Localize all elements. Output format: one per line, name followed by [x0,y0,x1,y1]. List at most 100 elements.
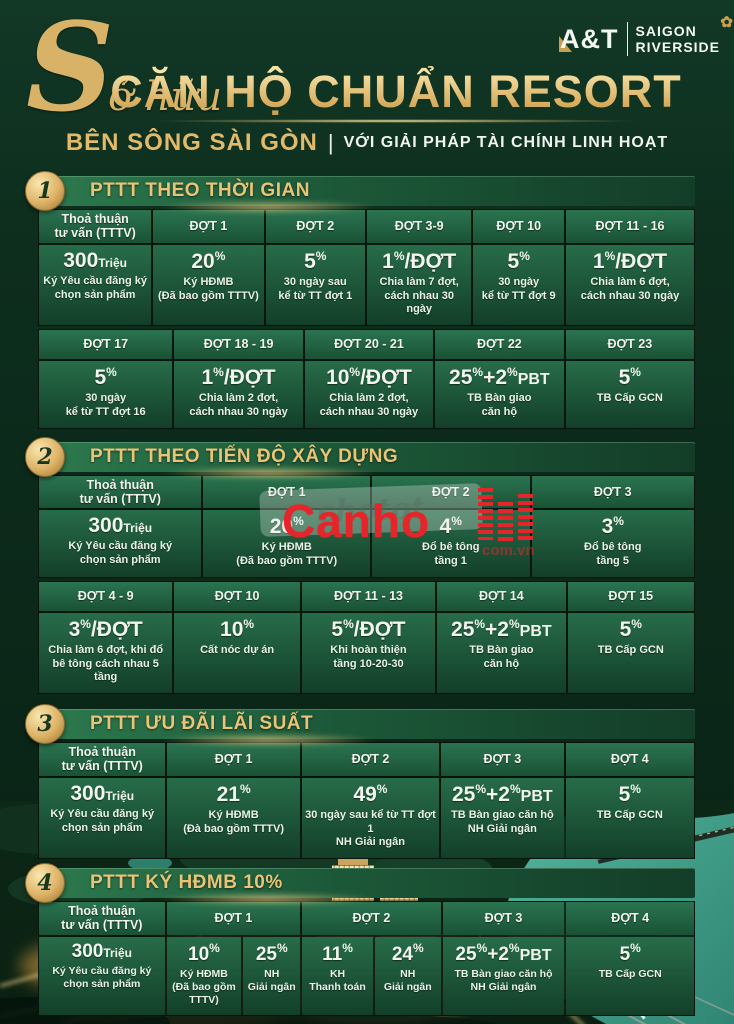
column-header: ĐỢT 1 [166,902,301,935]
payment-cell: 5% TB Cấp GCN [565,361,694,428]
payment-cell: 5% TB Cấp GCN [565,777,694,858]
payment-description: Khi hoàn thiện tầng 10-20-30 [330,643,407,670]
payment-description: TB Bàn giao căn hộ NH Giải ngân [450,808,554,835]
logo-divider [626,22,628,56]
payment-cell: 1%/ĐỢT Chia làm 2 đợt, cách nhau 30 ngày [174,361,303,428]
payment-cell: 3% Đổ bê tông tầng 5 [531,510,694,577]
payment-cell: 25%+2%PBT TB Bàn giao căn hộ [437,612,566,693]
payment-cell: 20% Ký HĐMB (Đã bao gồm TTTV) [153,244,264,325]
column-header: ĐỢT 3 [531,475,694,509]
section-pttt-theo-thoi-gian: 1 PTTT THEO THỜI GIAN Thoả thuận tư vấn … [25,171,695,429]
payment-table: ĐỢT 4 - 9 ĐỢT 10 ĐỢT 11 - 13 ĐỢT 14 ĐỢT 15 3%… [38,580,695,694]
payment-description: TB Bàn giao căn hộ [467,392,532,418]
payment-cell: 25% NH Giải ngân [243,936,301,1016]
column-header: ĐỢT 2 [265,210,365,243]
section-title-bar: PTTT KÝ HĐMB 10% [38,868,695,898]
payment-description: Ký HĐMB (Đã bao gồm TTTV) [172,967,236,1006]
payment-cell: 1%/ĐỢT Chia làm 7 đợt, cách nhau 30 ngày [367,244,472,325]
payment-value: 24% [391,940,424,965]
column-header: ĐỢT 4 - 9 [39,581,173,611]
payment-value: 300Triệu [88,514,153,538]
payment-cell: 5% 30 ngày kể từ TT đợt 9 [473,244,564,325]
payment-description: Đổ bê tông tầng 5 [584,541,642,567]
payment-value: 21% [216,781,251,806]
payment-value: 1%/ĐỢT [382,248,457,273]
payment-description: NH Giải ngân [383,967,432,993]
section-number-badge: 4 [25,863,65,903]
column-header: ĐỢT 1 [153,210,264,243]
section-number-badge: 3 [25,704,65,744]
payment-description: Chia làm 2 đợt, cách nhau 30 ngày [189,392,288,418]
payment-description: TB Cấp GCN [596,808,663,821]
flower-icon: ✿ [720,13,734,31]
column-header: Thoả thuận tư vấn (TTTV) [39,743,166,776]
gold-streak-decoration [150,119,640,123]
payment-value: 300Triệu [70,781,135,805]
payment-value: 1%/ĐỢT [592,248,668,273]
column-header: ĐỢT 17 [39,330,173,359]
payment-description: Cất nóc dự án [200,643,275,656]
column-header: ĐỢT 3-9 [367,210,472,243]
payment-description: Ký Yêu cầu đăng ký chọn sản phẩm [43,274,147,301]
brand-logo-monogram: A&T [559,23,619,54]
payment-cell: 49% 30 ngày sau kể từ TT đợt 1 NH Giải ng… [301,777,440,858]
payment-cell: 5% TB Cấp GCN [567,612,694,693]
column-header: ĐỢT 1 [167,743,300,776]
section-title-bar: PTTT THEO TIẾN ĐỘ XÂY DỰNG [38,441,695,472]
payment-description: Ký HĐMB (Đà bao gồm TTTV) [183,808,285,835]
payment-description: Chia làm 6 đợt, khi đổ bê tông cách nhau… [48,643,164,684]
payment-value: 5% [619,616,642,641]
column-header: Thoả thuận tư vấn (TTTV) [39,902,165,935]
payment-value: 5% [94,365,117,389]
payment-value: 25%+2%PBT [455,940,552,965]
payment-cell: 4% Đổ bê tông tầng 1 [371,510,530,577]
payment-cell: 3%/ĐỢT Chia làm 6 đợt, khi đổ bê tông các… [39,612,173,693]
payment-value: 25%+2%PBT [449,365,550,389]
payment-description: Ký HĐMB (Đã bao gồm TTTV) [157,275,259,302]
section-pttt-uu-dai-lai-suat: 3 PTTT ƯU ĐÃI LÃI SUẤT Thoả thuận tư vấn… [25,704,695,859]
payment-description: Ký HĐMB (Đã bao gồm TTTV) [236,541,338,567]
section-pttt-tien-do-xay-dung: 2 PTTT THEO TIẾN ĐỘ XÂY DỰNG Thoả thuận … [25,436,695,694]
column-header: ĐỢT 22 [435,330,564,359]
payment-description: Chia làm 7 đợt, cách nhau 30 ngày [379,275,459,316]
payment-description: KH Thanh toán [309,967,366,993]
payment-value: 10%/ĐỢT [326,365,412,389]
column-header: ĐỢT 11 - 13 [301,581,436,611]
column-header: ĐỢT 15 [567,581,694,611]
payment-value: 10% [188,940,220,965]
payment-value: 25% [255,940,288,965]
payment-description: Ký Yêu cầu đăng ký chọn sản phẩm [50,807,155,834]
payment-value: 5% [618,365,641,389]
payment-value: 5% [304,248,327,273]
payment-value: 4% [439,514,462,539]
payment-value: 3%/ĐỢT [68,616,143,641]
payment-cell: 300Triệu Ký Yêu cầu đăng ký chọn sản phẩm [39,777,166,858]
payment-description: Chia làm 6 đợt, cách nhau 30 ngày [580,275,680,302]
payment-value: 20% [191,248,226,273]
payment-description: 30 ngày sau kể từ TT đợt 1 NH Giải ngân [305,808,436,849]
payment-description: TB Cấp GCN [598,967,662,980]
column-header: ĐỢT 11 - 16 [565,210,694,243]
section-title: PTTT THEO THỜI GIAN [90,180,310,201]
section-pttt-ky-hdmb: 4 PTTT KÝ HĐMB 10% Thoả thuận tư vấn (TT… [25,863,695,1017]
column-header: ĐỢT 23 [565,330,694,359]
section-number-badge: 1 [25,171,65,211]
payment-cell: 300Triệu Ký Yêu cầu đăng ký chọn sản phẩm [39,244,152,325]
payment-value: 49% [353,781,388,806]
payment-value: 25%+2%PBT [451,616,552,641]
column-header: ĐỢT 2 [371,475,530,509]
payment-cell: 5% 30 ngày sau kể từ TT đợt 1 [265,244,365,325]
section-title-bar: PTTT ƯU ĐÃI LÃI SUẤT [38,709,695,739]
brand-logo-name: ✿ SAIGON RIVERSIDE [635,13,734,55]
sub-headline-gold: BÊN SÔNG SÀI GÒN [65,129,318,156]
payment-cell: 300Triệu Ký Yêu cầu đăng ký chọn sản phẩm [39,936,165,1016]
section-title: PTTT KÝ HĐMB 10% [90,872,283,893]
section-title: PTTT THEO TIẾN ĐỘ XÂY DỰNG [90,445,399,467]
column-header: ĐỢT 10 [174,581,300,611]
column-header: ĐỢT 18 - 19 [174,330,303,359]
payment-cell: 300Triệu Ký Yêu cầu đăng ký chọn sản phẩm [39,510,202,577]
payment-description: 30 ngày sau kể từ TT đợt 1 [278,275,353,302]
